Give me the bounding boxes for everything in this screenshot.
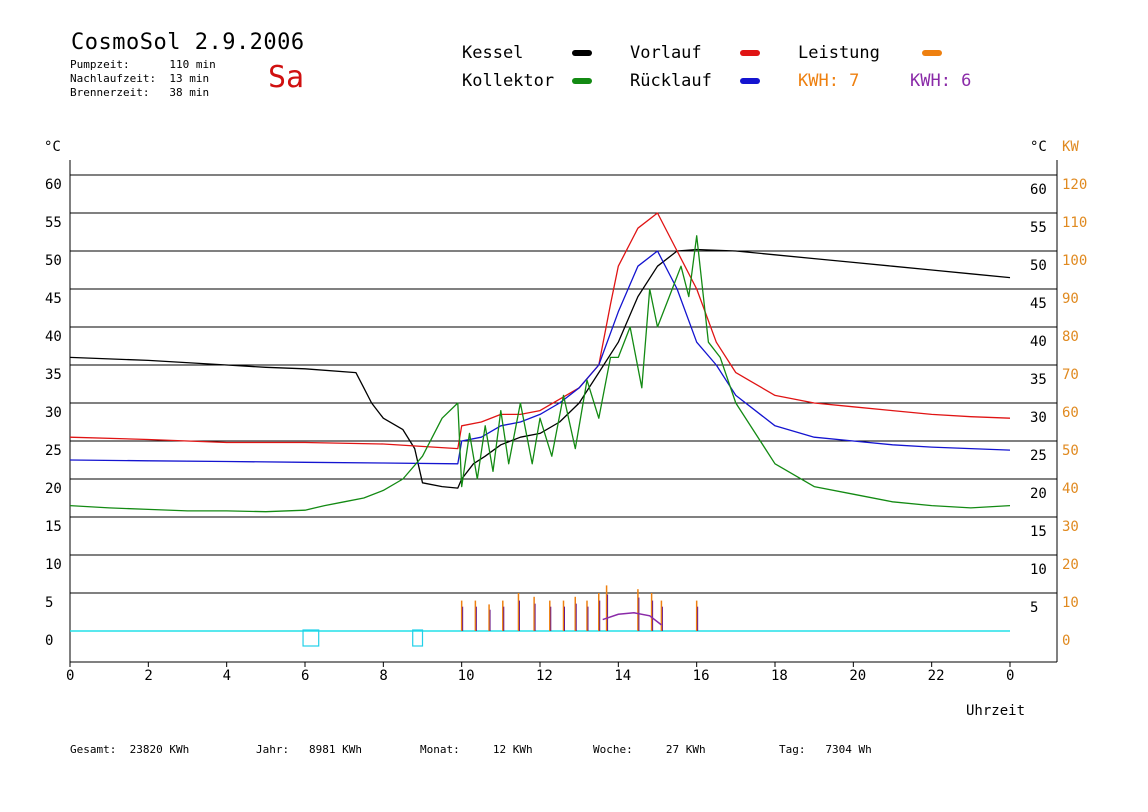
legend-leistung-swatch [922,50,942,56]
y-tick-right: 40 [1030,334,1047,350]
y-tick-kw: 110 [1062,215,1087,231]
legend-vorlauf-swatch [740,50,760,56]
legend-kwh-orange: KWH: 7 [798,71,860,91]
x-tick-label: 14 [614,668,631,684]
footer-gesamt: Gesamt: 23820 KWh [70,743,190,756]
y-tick-right: 60 [1030,182,1047,198]
x-tick-label: 20 [849,668,866,684]
series-line-rücklauf [69,250,1011,465]
y-tick-kw: 50 [1062,443,1079,459]
series-line-kollektor [69,235,1011,513]
grid-lines [70,174,1057,594]
footer-woche: Woche: 27 KWh [593,743,706,756]
y-tick-left: 50 [45,253,62,269]
y-tick-right: 10 [1030,562,1047,578]
footer-jahr: Jahr: 8981 KWh [256,743,362,756]
legend-ruecklauf-swatch [740,78,760,84]
x-tick-label: 4 [223,668,231,684]
x-tick-label: 12 [536,668,553,684]
y-tick-left: 10 [45,557,62,573]
weekday-label: Sa [268,60,305,95]
y-tick-kw: 90 [1062,291,1079,307]
legend-leistung-label: Leistung [798,43,880,63]
leistung-plateau [602,612,662,626]
y-tick-kw: 60 [1062,405,1079,421]
y-tick-kw: 40 [1062,481,1079,497]
leistung-bars [460,585,699,631]
y-tick-right: 55 [1030,220,1047,236]
series-lines [69,212,1011,513]
time-marker [302,629,320,647]
y-tick-kw: 120 [1062,177,1087,193]
x-tick-label: 8 [379,668,387,684]
y-tick-left: 0 [45,633,53,649]
y-tick-left: 35 [45,367,62,383]
y-tick-kw: 20 [1062,557,1079,573]
series-line-kessel [69,248,1011,489]
chart-title: CosmoSol 2.9.2006 [71,30,305,55]
y-axis-label-kw: KW [1062,139,1079,155]
y-tick-left: 30 [45,405,62,421]
y-tick-right: 35 [1030,372,1047,388]
time-marker [412,629,424,647]
legend-ruecklauf-label: Rücklauf [630,71,712,91]
y-tick-right: 30 [1030,410,1047,426]
legend-kwh-purple: KWH: 6 [910,71,972,91]
x-ticks: 0 2 4 6 8 10 12 14 16 18 20 22 0 [66,662,1014,684]
x-tick-label: 6 [301,668,309,684]
legend-kollektor-label: Kollektor [462,71,555,91]
x-tick-label: 0 [66,668,74,684]
y-ticks: 0 5 10 15 20 25 30 35 40 45 50 55 60 5 10 15 20 25 30 35 40 4… [45,177,1087,649]
y-tick-left: 5 [45,595,53,611]
brennerzeit-label: Brennerzeit: 38 min [70,86,210,99]
series-line-vorlauf [69,212,1011,450]
x-tick-label: 0 [1006,668,1014,684]
y-tick-kw: 0 [1062,633,1070,649]
y-tick-right: 20 [1030,486,1047,502]
y-tick-kw: 70 [1062,367,1079,383]
y-tick-right: 45 [1030,296,1047,312]
y-tick-kw: 80 [1062,329,1079,345]
y-axis-label-right: °C [1030,139,1047,155]
y-tick-right: 15 [1030,524,1047,540]
y-tick-left: 20 [45,481,62,497]
y-axis-label-left: °C [44,139,61,155]
x-tick-label: 22 [928,668,945,684]
legend-kessel-label: Kessel [462,43,524,63]
x-tick-label: 10 [458,668,475,684]
footer-monat: Monat: 12 KWh [420,743,533,756]
x-tick-label: 2 [144,668,152,684]
y-tick-kw: 10 [1062,595,1079,611]
y-tick-left: 55 [45,215,62,231]
x-tick-label: 16 [693,668,710,684]
legend-kollektor-swatch [572,78,592,84]
y-tick-left: 15 [45,519,62,535]
y-tick-right: 50 [1030,258,1047,274]
footer-tag: Tag: 7304 Wh [779,743,872,756]
y-tick-kw: 100 [1062,253,1087,269]
y-tick-left: 25 [45,443,62,459]
legend-vorlauf-label: Vorlauf [630,43,702,63]
pumpzeit-label: Pumpzeit: 110 min [70,58,216,71]
y-tick-left: 60 [45,177,62,193]
y-tick-right: 5 [1030,600,1038,616]
x-axis-label: Uhrzeit [966,703,1025,719]
y-tick-right: 25 [1030,448,1047,464]
axes [69,160,1058,663]
y-tick-left: 45 [45,291,62,307]
x-tick-label: 18 [771,668,788,684]
y-tick-kw: 30 [1062,519,1079,535]
y-tick-left: 40 [45,329,62,345]
nachlaufzeit-label: Nachlaufzeit: 13 min [70,72,210,85]
legend-kessel-swatch [572,50,592,56]
